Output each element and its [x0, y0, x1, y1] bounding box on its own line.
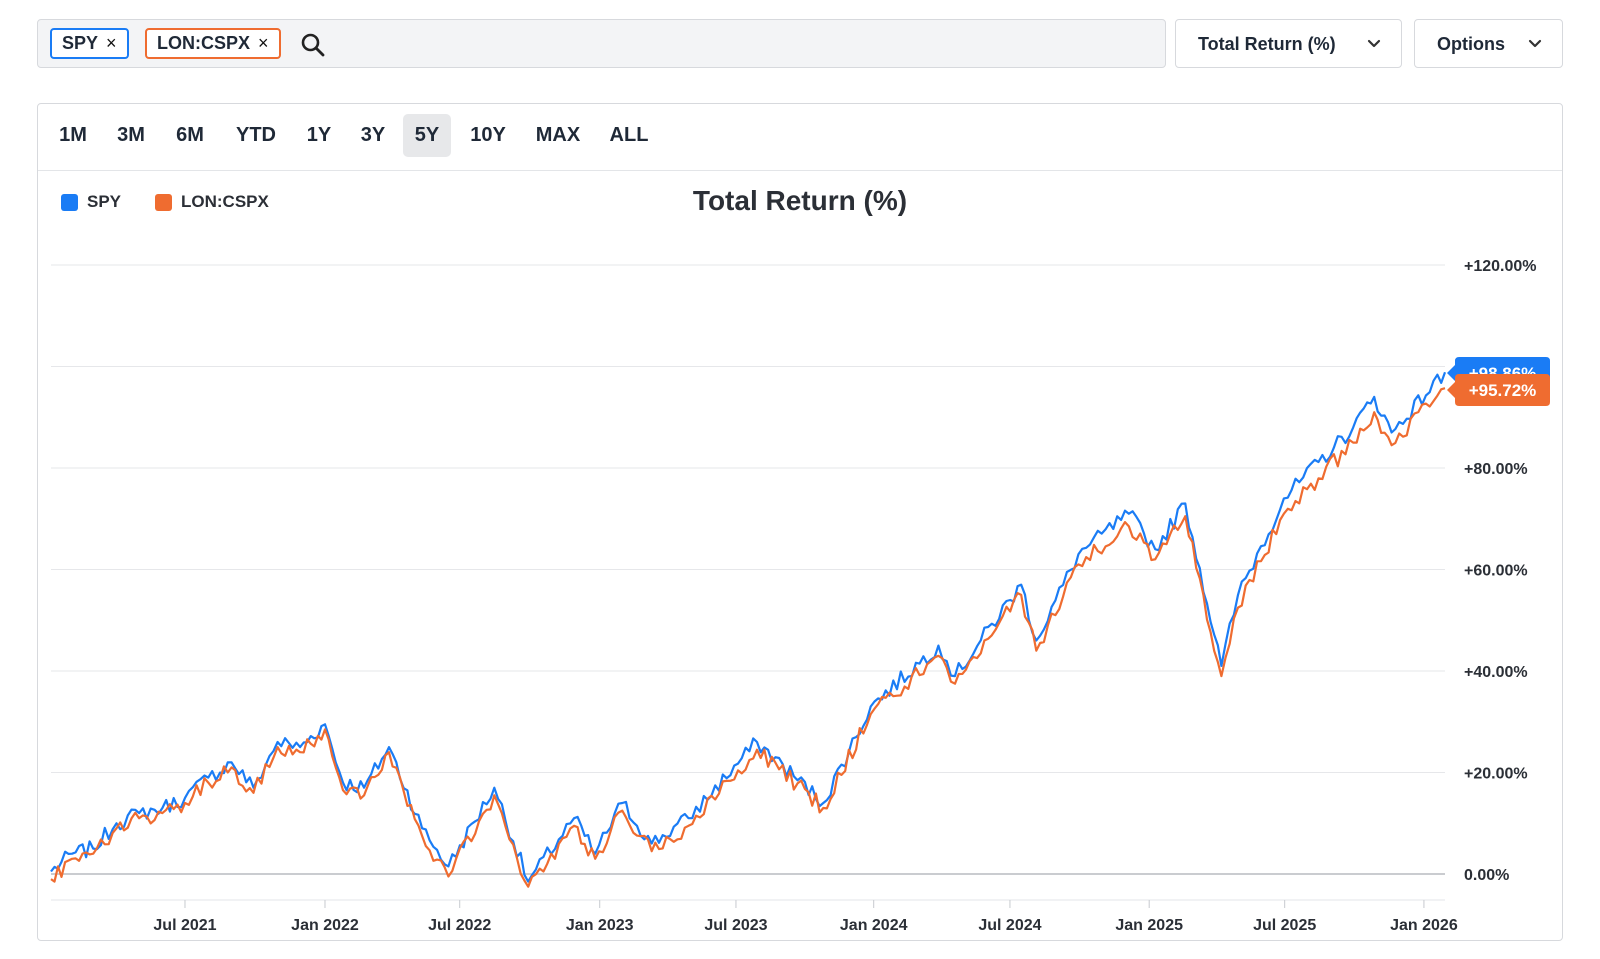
last-value-tag-bg [1447, 374, 1550, 406]
legend-swatch [61, 193, 78, 211]
time-range-tabs: 1M 3M 6M YTD 1Y 3Y 5Y 10Y MAX ALL [38, 104, 1562, 171]
x-tick-label: Jul 2024 [978, 917, 1041, 934]
ticker-chip-label: SPY [62, 33, 99, 53]
chevron-down-icon [1367, 39, 1381, 48]
range-tab-3y[interactable]: 3Y [360, 124, 386, 146]
range-tab-1m[interactable]: 1M [59, 124, 87, 146]
x-tick-label: Jul 2022 [428, 917, 491, 934]
ticker-chip-spy[interactable]: SPY × [50, 28, 129, 59]
legend-item-cspx[interactable]: LON:CSPX [155, 192, 269, 212]
metric-dropdown[interactable]: Total Return (%) [1175, 19, 1402, 68]
range-tab-all[interactable]: ALL [609, 124, 649, 146]
chart-title: Total Return (%) [692, 185, 908, 216]
range-tab-1y[interactable]: 1Y [306, 124, 332, 146]
chart-card: 1M 3M 6M YTD 1Y 3Y 5Y 10Y MAX ALL [37, 103, 1563, 941]
legend-swatch [155, 193, 172, 211]
range-tab-5y[interactable]: 5Y [403, 114, 451, 157]
options-dropdown[interactable]: Options [1414, 19, 1563, 68]
ticker-search-bar[interactable]: SPY × LON:CSPX × [37, 19, 1166, 68]
y-tick-label: +60.00% [1464, 563, 1528, 580]
x-tick-label: Jan 2023 [566, 917, 634, 934]
range-tab-ytd[interactable]: YTD [236, 124, 276, 146]
y-tick-label: 0.00% [1464, 867, 1509, 884]
range-tab-6m[interactable]: 6M [176, 124, 204, 146]
x-tick-label: Jul 2021 [153, 917, 216, 934]
series-line-spy [50, 371, 1447, 883]
x-tick-label: Jan 2025 [1115, 917, 1183, 934]
ticker-chip-cspx[interactable]: LON:CSPX × [145, 28, 281, 59]
legend-item-spy[interactable]: SPY [61, 192, 121, 212]
x-tick-label: Jul 2023 [704, 917, 767, 934]
y-tick-label: +120.00% [1464, 258, 1537, 275]
x-tick-label: Jan 2026 [1390, 917, 1458, 934]
y-tick-label: +40.00% [1464, 664, 1528, 681]
last-value-tag-cspx: +95.72% [1447, 374, 1550, 406]
y-tick-label: +20.00% [1464, 766, 1528, 783]
search-icon[interactable] [300, 32, 326, 58]
remove-ticker-spy-icon[interactable]: × [106, 33, 117, 53]
x-tick-label: Jan 2022 [291, 917, 359, 934]
chevron-down-icon [1528, 39, 1542, 48]
legend-label: LON:CSPX [181, 192, 269, 211]
range-tab-max[interactable]: MAX [535, 124, 581, 146]
range-tab-10y[interactable]: 10Y [470, 124, 506, 146]
x-tick-label: Jul 2025 [1253, 917, 1316, 934]
x-tick-label: Jan 2024 [840, 917, 908, 934]
y-tick-label: +80.00% [1464, 461, 1528, 478]
range-tab-3m[interactable]: 3M [117, 124, 145, 146]
options-dropdown-label: Options [1437, 34, 1505, 54]
remove-ticker-cspx-icon[interactable]: × [258, 33, 269, 53]
metric-dropdown-label: Total Return (%) [1198, 34, 1336, 54]
last-value-label: +95.72% [1469, 381, 1537, 400]
ticker-chip-label: LON:CSPX [157, 33, 251, 53]
series-line-cspx [50, 387, 1446, 888]
legend-label: SPY [87, 192, 122, 211]
